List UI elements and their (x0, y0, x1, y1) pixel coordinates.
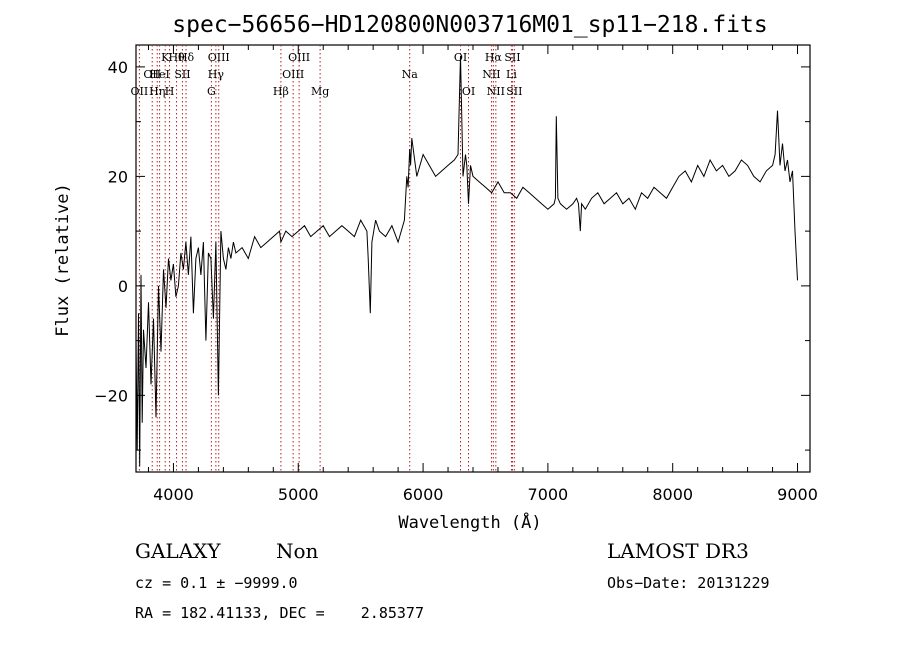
x-tick-labels: 4000 5000 6000 7000 8000 9000 (153, 485, 818, 504)
x-tick-label-0: 4000 (153, 485, 194, 504)
line-label-23: SII (504, 51, 520, 64)
line-label-2: Hη (149, 85, 165, 98)
ra-dec: RA = 182.41133, DEC = 2.85377 (135, 604, 424, 622)
line-label-14: OIII (288, 51, 310, 64)
survey-name: LAMOST DR3 (607, 539, 749, 563)
spectrum-series-line (135, 55, 798, 467)
x-axis-ticks (147, 45, 799, 472)
line-label-18: OI (462, 85, 475, 98)
line-label-3: HeI (149, 68, 169, 81)
line-label-5: H (165, 85, 175, 98)
x-tick-label-3: 7000 (528, 485, 569, 504)
chart-title: spec−56656−HD120800N003716M01_sp11−218.f… (172, 12, 767, 38)
line-label-22: Li (506, 68, 517, 81)
y-axis-ticks (136, 66, 810, 451)
line-label-21: NII (487, 85, 505, 98)
object-class: GALAXY (135, 539, 221, 563)
y-tick-label-3: 40 (108, 58, 128, 77)
line-label-0: OII (131, 85, 149, 98)
line-label-9: G (207, 85, 216, 98)
x-tick-label-1: 5000 (278, 485, 319, 504)
x-tick-label-2: 6000 (403, 485, 444, 504)
y-tick-label-1: 0 (118, 277, 128, 296)
line-label-13: OIII (282, 68, 304, 81)
line-label-19: NII (482, 68, 500, 81)
line-label-4: K (161, 51, 170, 64)
line-label-7: Hδ (178, 51, 195, 64)
line-label-24: SII (506, 85, 522, 98)
line-label-16: Na (402, 68, 419, 81)
spectral-line-labels: OIIOIIHηHeIKHHθHδSIIGHγOIIIHβOIIIOIIIMgN… (131, 51, 523, 98)
line-label-20: Hα (485, 51, 503, 64)
y-axis-label: Flux (relative) (53, 183, 73, 337)
plot-frame (135, 44, 811, 473)
line-label-1: OII (143, 68, 161, 81)
line-label-12: Hβ (273, 85, 289, 98)
line-label-6: Hθ (168, 51, 185, 64)
x-tick-label-5: 9000 (777, 485, 818, 504)
y-tick-label-0: −20 (94, 386, 128, 405)
obs-date: Obs−Date: 20131229 (607, 574, 770, 592)
line-label-11: OIII (208, 51, 230, 64)
x-tick-label-4: 8000 (652, 485, 693, 504)
line-label-10: Hγ (208, 68, 225, 81)
x-axis-label: Wavelength (Å) (398, 511, 541, 533)
line-label-8: SII (174, 68, 190, 81)
line-label-15: Mg (311, 85, 329, 98)
redshift-cz: cz = 0.1 ± −9999.0 (135, 574, 298, 592)
y-tick-labels: −20 0 20 40 (94, 58, 128, 405)
object-subclass: Non (276, 539, 319, 563)
y-tick-label-2: 20 (108, 167, 128, 186)
